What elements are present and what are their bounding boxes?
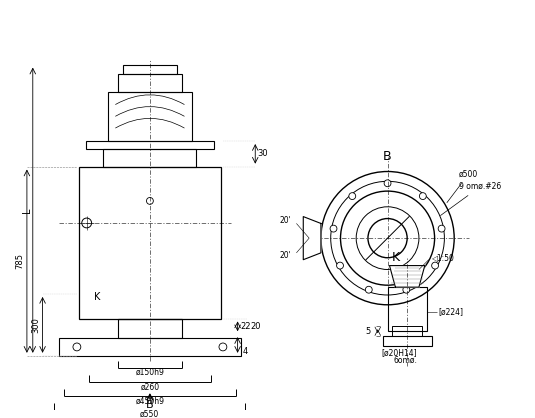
Circle shape	[349, 193, 356, 199]
Circle shape	[419, 193, 426, 199]
Bar	[387, 287, 427, 331]
Circle shape	[384, 180, 391, 187]
Text: ø260: ø260	[140, 382, 159, 392]
Text: 785: 785	[16, 253, 25, 269]
Circle shape	[337, 262, 343, 269]
Polygon shape	[389, 265, 425, 287]
Text: 20': 20'	[280, 251, 292, 260]
Bar	[118, 74, 182, 92]
Text: ◁1:50: ◁1:50	[432, 253, 455, 262]
Text: 5: 5	[365, 327, 371, 336]
Bar	[393, 326, 422, 336]
Bar	[118, 319, 182, 338]
Text: 22: 22	[240, 322, 251, 331]
Bar	[123, 65, 177, 74]
Text: L: L	[22, 207, 32, 213]
Circle shape	[330, 225, 337, 232]
Bar	[59, 338, 241, 356]
Polygon shape	[303, 217, 321, 260]
Text: B: B	[146, 400, 154, 410]
Text: ø450h9: ø450h9	[135, 396, 164, 405]
Circle shape	[365, 286, 372, 293]
Bar	[108, 92, 192, 141]
Text: ø500: ø500	[447, 169, 478, 203]
Text: K: K	[391, 251, 400, 264]
Text: K: K	[94, 292, 100, 302]
Text: ø150h9: ø150h9	[135, 368, 164, 377]
Bar	[383, 336, 432, 346]
Text: 20: 20	[250, 322, 261, 331]
Text: 4: 4	[243, 347, 248, 356]
Circle shape	[438, 225, 445, 232]
Text: ø550: ø550	[140, 410, 159, 418]
Bar	[79, 167, 221, 319]
Text: 6omø.: 6omø.	[393, 356, 417, 365]
Bar	[86, 141, 214, 149]
Circle shape	[432, 262, 439, 269]
Bar	[103, 149, 196, 167]
Text: B: B	[383, 150, 392, 163]
Text: [ø20H14]: [ø20H14]	[381, 348, 417, 357]
Text: 9 omø.#26: 9 omø.#26	[440, 182, 501, 216]
Text: 300: 300	[31, 317, 40, 333]
Circle shape	[403, 286, 410, 293]
Text: 20': 20'	[280, 216, 292, 225]
Text: [ø224]: [ø224]	[439, 307, 463, 316]
Text: 30: 30	[258, 149, 269, 158]
